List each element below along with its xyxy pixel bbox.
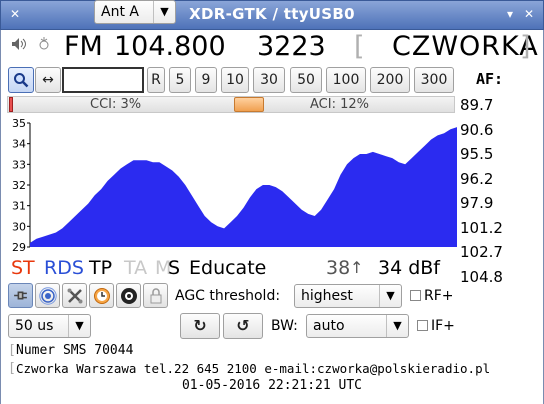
close-button[interactable]: ✕ [523,7,535,21]
agc-value: highest [301,288,353,304]
lock-button[interactable] [143,283,168,308]
search-button[interactable] [8,67,34,93]
af-item[interactable]: 104.8 [460,267,503,286]
frequency-display[interactable]: 104.800 [114,31,226,62]
step-button-r[interactable]: R [147,67,165,93]
rotate-ccw-button[interactable]: ↺ [223,313,263,339]
y-tick-label: 32 [12,179,26,192]
signal-graph: 35 34 33 32 31 30 29 [12,118,457,254]
y-tick-label: 30 [12,220,26,233]
cci-label: CCI: 3% [90,97,142,112]
af-item[interactable]: 97.9 [460,194,494,212]
bw-label: BW: [271,318,298,334]
if-checkbox[interactable] [417,320,428,331]
step-button-10[interactable]: 10 [221,67,249,93]
step-button-30[interactable]: 30 [253,67,285,93]
step-button-5[interactable]: 5 [169,67,191,93]
af-item[interactable]: 101.2 [460,218,503,237]
signal-number: 38 [326,257,351,279]
step-button-200[interactable]: 200 [370,67,410,93]
af-item[interactable]: 89.7 [460,96,494,114]
y-tick-label: 29 [12,241,26,254]
title-bar[interactable] [0,0,544,30]
af-item[interactable]: 96.2 [460,169,494,188]
band-label: FM [64,31,103,62]
ps-name: CZWORKA [392,31,539,62]
bw-value: auto [313,318,345,334]
speaker-icon[interactable] [11,37,27,55]
pattern-button[interactable] [116,283,141,308]
chevron-down-icon: ▼ [68,315,90,337]
signal-arrow-icon: ↑ [350,258,364,277]
signal-area [30,127,457,247]
agc-dropdown[interactable]: highest ▼ [294,284,402,308]
ps-bracket-left: [ [354,31,365,62]
left-right-arrow-icon: ↔ [42,72,54,88]
tp-indicator: TP [89,257,113,279]
stereo-indicator: ST [11,257,35,279]
agc-label: AGC threshold: [175,288,281,304]
step-button-100[interactable]: 100 [326,67,366,93]
minimize-button[interactable]: ▾ [506,7,514,21]
rt-bracket-icon: [ [8,343,16,358]
y-tick-label: 31 [12,200,26,213]
step-button-50[interactable]: 50 [290,67,322,93]
y-tick-label: 33 [12,158,26,171]
search-icon [14,73,29,88]
y-tick-label: 35 [12,118,26,130]
rf-label: RF+ [424,288,454,304]
pi-code: 3223 [257,31,326,62]
eye-icon [120,288,137,304]
frequency-input[interactable] [62,67,144,93]
cci-indicator [9,97,13,112]
rt-bracket-icon: [ [8,361,16,376]
antenna-icon[interactable] [37,36,51,56]
y-tick-label: 34 [12,138,26,151]
broadcast-icon [38,287,57,305]
rds-indicator: RDS [44,257,84,279]
ps-bracket-right: ] [520,31,531,62]
window-menu-icon[interactable]: ✕ [9,7,21,21]
if-label: IF+ [431,318,455,334]
aci-label: ACI: 12% [310,97,369,112]
settings-button[interactable] [62,283,87,308]
af-item[interactable]: 102.7 [460,243,503,261]
deemphasis-value: 50 us [15,318,54,334]
music-indicator: M [155,257,172,279]
scheduler-button[interactable] [89,283,114,308]
connect-button[interactable] [8,283,33,308]
af-label: AF: [476,70,504,88]
antenna-value: Ant A [101,4,139,20]
deemphasis-dropdown[interactable]: 50 us ▼ [8,314,91,338]
signal-level: 34 dBf [378,257,441,279]
chevron-down-icon: ▼ [386,315,408,337]
ta-indicator: TA [124,257,148,279]
antenna-dropdown[interactable]: Ant A ▼ [94,0,176,24]
step-button-9[interactable]: 9 [195,67,217,93]
bw-dropdown[interactable]: auto ▼ [306,314,409,338]
plug-icon [14,291,27,300]
pty-label: Educate [189,257,267,279]
radiotext-line-2: Czworka Warszawa tel.22 645 2100 e-mail:… [16,361,491,376]
af-item[interactable]: 90.6 [460,120,494,139]
chevron-down-icon: ▼ [379,285,401,307]
tools-icon [67,288,82,304]
clock-icon [93,288,110,304]
scan-direction-button[interactable]: ↔ [35,67,61,93]
rf-checkbox[interactable] [410,290,421,301]
lock-icon [150,288,161,304]
af-item[interactable]: 95.5 [460,145,494,163]
radiotext-line-1: Numer SMS 70044 [16,343,134,358]
rotate-cw-button[interactable]: ↻ [180,313,220,339]
rds-settings-button[interactable] [35,283,60,308]
step-button-300[interactable]: 300 [414,67,454,93]
window-title: XDR-GTK / ttyUSB0 [189,5,355,23]
aci-indicator [234,97,264,112]
speech-indicator: S [168,257,181,279]
chevron-down-icon: ▼ [153,1,175,23]
rds-timestamp: 01-05-2016 22:21:21 UTC [181,378,362,393]
interference-bar [7,96,455,113]
